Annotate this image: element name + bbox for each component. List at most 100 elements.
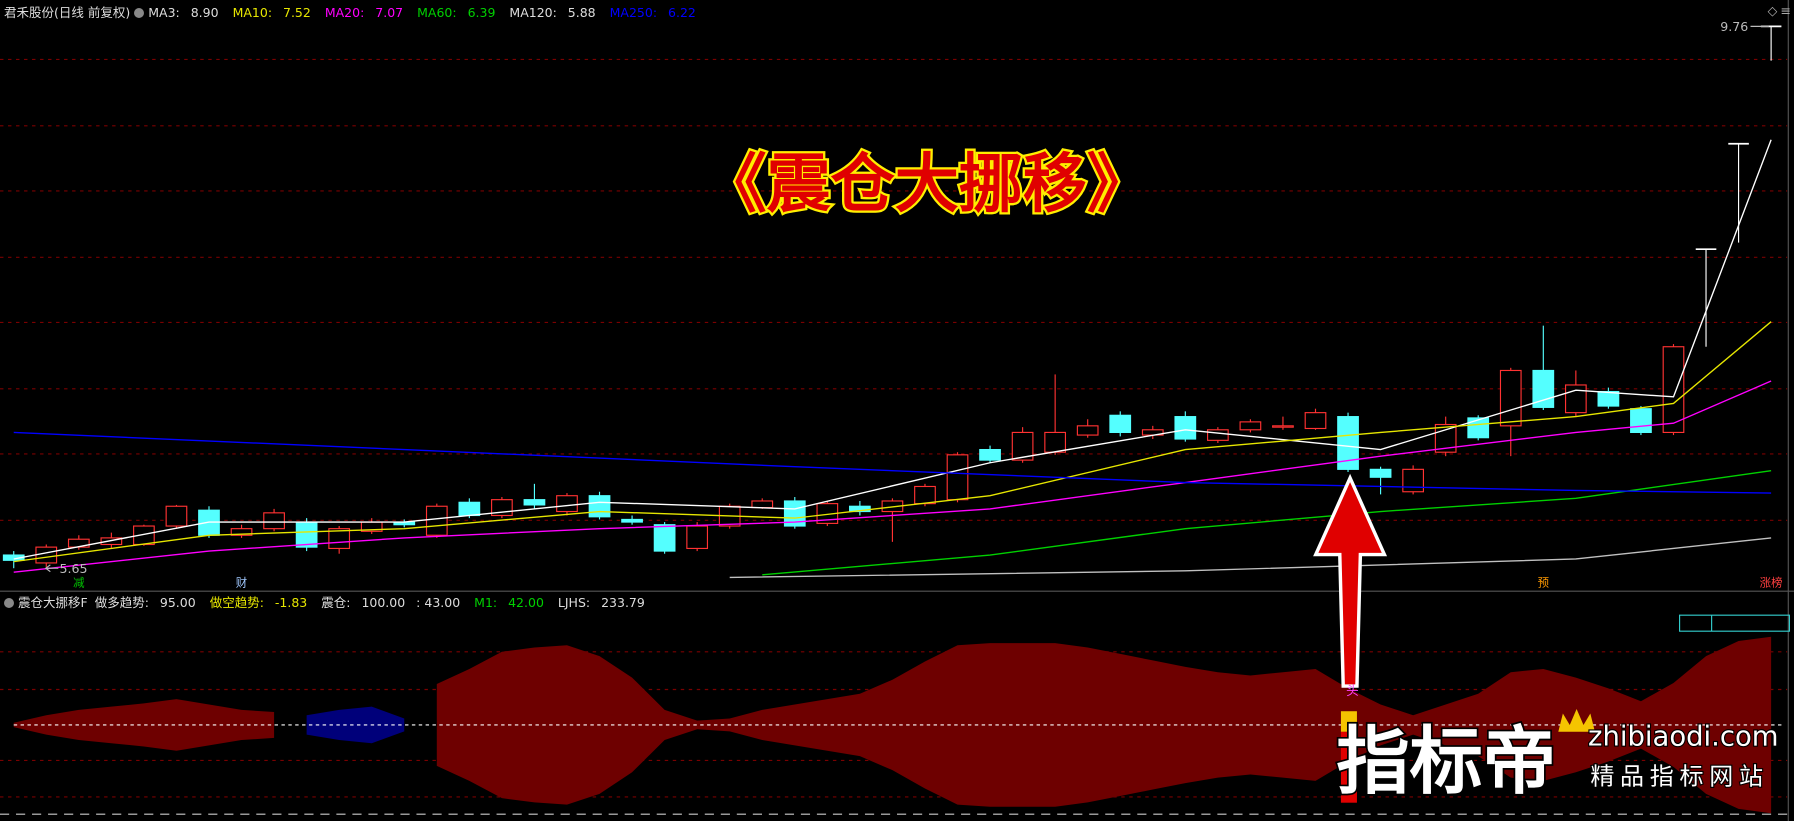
event-label: 预 bbox=[1538, 576, 1549, 590]
indicator-value: 100.00 bbox=[361, 595, 406, 610]
indicator-entry: 做空趋势 -1.83 bbox=[210, 595, 315, 610]
candle-body bbox=[621, 518, 643, 523]
crown-icon bbox=[1558, 708, 1595, 732]
trend-area bbox=[436, 636, 1772, 814]
indicator-name: 做多趋势 bbox=[95, 595, 153, 610]
legend-value: 7.52 bbox=[283, 5, 311, 20]
candle-body bbox=[35, 546, 58, 564]
icon-diamond[interactable]: ◇ bbox=[1768, 3, 1778, 18]
info-box bbox=[1679, 614, 1790, 632]
candle-body bbox=[1304, 412, 1327, 430]
indicator-name: 震仓 bbox=[321, 595, 354, 610]
candle-body bbox=[751, 500, 774, 509]
settings-icon[interactable] bbox=[4, 598, 14, 608]
candle-body bbox=[588, 495, 611, 518]
candle-body bbox=[1206, 429, 1229, 441]
candle-body bbox=[1174, 416, 1197, 440]
high-label: 9.76 bbox=[1720, 19, 1748, 34]
candle-body bbox=[556, 495, 578, 513]
legend-value: 7.07 bbox=[375, 5, 404, 20]
low-label: 5.65 bbox=[59, 561, 87, 576]
signal-label: 头 bbox=[1346, 683, 1359, 698]
legend-name: MA3 bbox=[148, 5, 183, 20]
watermark-brand: 指标帝 bbox=[1336, 720, 1556, 805]
ma-line bbox=[729, 537, 1772, 579]
ma-line bbox=[13, 380, 1772, 573]
candle-body bbox=[458, 501, 481, 517]
candle-body bbox=[230, 528, 253, 536]
legend-name: MA20 bbox=[325, 5, 368, 20]
sub-panel bbox=[13, 636, 1785, 814]
trend-area bbox=[306, 706, 405, 744]
legend-entry: MA20 7.07 bbox=[325, 5, 410, 20]
legend-value: 8.90 bbox=[190, 5, 219, 20]
indicator-entry: LJHS 233.79 bbox=[558, 595, 652, 610]
legend-name: MA60 bbox=[417, 5, 460, 20]
main-header: 君禾股份(日线 前复权) MA3 8.90 MA10 7.52 MA20 7.07 MA60 6… bbox=[4, 2, 710, 21]
overlay-title: 《震仓大挪移》 bbox=[703, 148, 1151, 222]
candle-body bbox=[1239, 421, 1262, 431]
candle-body bbox=[946, 454, 969, 501]
signal-bar bbox=[1340, 711, 1357, 732]
indicator-value: 233.79 bbox=[601, 595, 645, 610]
candle-body bbox=[1564, 384, 1587, 414]
settings-icon[interactable] bbox=[134, 8, 145, 18]
indicator-name: LJHS bbox=[558, 595, 594, 610]
legend-entry: MA3 8.90 bbox=[148, 5, 225, 20]
candle-body bbox=[425, 505, 448, 536]
watermark-domain: zhibiaodi.com bbox=[1588, 722, 1778, 753]
candle-body bbox=[263, 512, 285, 530]
ma-line bbox=[13, 321, 1772, 563]
legend-name: MA120 bbox=[509, 5, 560, 20]
candle-body bbox=[1109, 414, 1132, 433]
legend-name: MA250 bbox=[610, 5, 661, 20]
candle-body bbox=[653, 524, 676, 552]
candle-body bbox=[686, 525, 709, 550]
indicator-value: 43.00 bbox=[412, 595, 460, 610]
ma-line bbox=[13, 139, 1772, 560]
sub-header: 震仓大挪移F 做多趋势 95.00 做空趋势 -1.83 震仓 100.00 43.00 M1 4… bbox=[4, 592, 659, 611]
candle-body bbox=[979, 448, 1001, 461]
legend-entry: MA120 5.88 bbox=[509, 5, 602, 20]
indicator-entry: 震仓 100.00 43.00 bbox=[321, 595, 467, 610]
candle-body bbox=[1369, 468, 1392, 478]
indicator-title: 震仓大挪移F bbox=[18, 595, 88, 610]
indicator-entry: M1 42.00 bbox=[474, 595, 551, 610]
candle-body bbox=[328, 528, 351, 550]
event-label: 涨榜 bbox=[1760, 576, 1783, 590]
indicator-value: -1.83 bbox=[274, 595, 308, 610]
indicator-entry: 做多趋势 95.00 bbox=[95, 595, 203, 610]
main-panel: 9.76 5.65减 财 预 涨榜 bbox=[2, 19, 1783, 590]
candle-body bbox=[1467, 417, 1490, 439]
signal-bar bbox=[1340, 731, 1357, 803]
watermark-slogan: 精品指标网站 bbox=[1590, 762, 1768, 790]
stock-name: 君禾股份(日线 前复权) bbox=[4, 5, 131, 20]
legend-value: 5.88 bbox=[567, 5, 596, 20]
event-label: 减 bbox=[73, 576, 85, 590]
legend-name: MA10 bbox=[233, 5, 276, 20]
indicator-name: 做空趋势 bbox=[210, 595, 268, 610]
legend-entry: MA60 6.39 bbox=[417, 5, 502, 20]
candle-body bbox=[1044, 431, 1067, 453]
candle-body bbox=[1272, 425, 1294, 428]
low-pointer-head bbox=[44, 564, 51, 573]
red-arrow bbox=[1313, 473, 1388, 688]
icon-menu[interactable]: ≡ bbox=[1780, 3, 1791, 18]
trend-area bbox=[13, 699, 275, 751]
candle-body bbox=[1499, 369, 1522, 427]
legend-entry: MA10 7.52 bbox=[233, 5, 318, 20]
candle-body bbox=[1011, 431, 1034, 461]
candle-body bbox=[1630, 408, 1652, 433]
candle-body bbox=[1402, 468, 1425, 493]
candle-body bbox=[1076, 425, 1099, 436]
ma-line bbox=[13, 431, 1772, 494]
indicator-name: M1 bbox=[474, 595, 501, 610]
indicator-value: 95.00 bbox=[159, 595, 196, 610]
legend-entry: MA250 6.22 bbox=[610, 5, 703, 20]
legend-value: 6.39 bbox=[467, 5, 496, 20]
candle-body bbox=[165, 505, 188, 527]
indicator-value: 42.00 bbox=[508, 595, 544, 610]
event-label: 财 bbox=[236, 576, 247, 590]
